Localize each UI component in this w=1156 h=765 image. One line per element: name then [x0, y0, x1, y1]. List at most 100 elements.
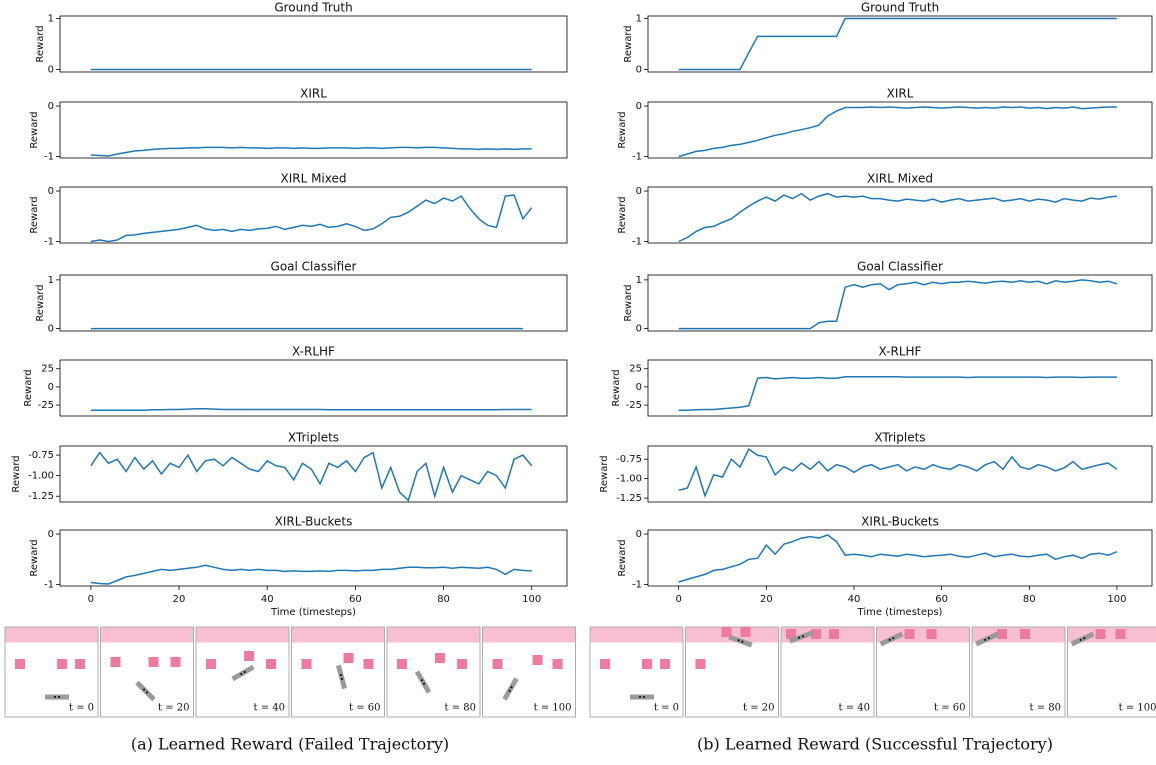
y-axis-label: Reward: [617, 196, 628, 233]
block: [302, 659, 312, 669]
y-tick-label: 0: [636, 186, 642, 197]
axes-frame: [648, 360, 1152, 416]
axes-frame: [648, 530, 1152, 586]
y-tick-label: -0.75: [616, 454, 642, 465]
frame: t = 40: [196, 627, 289, 717]
frame: t = 40: [781, 627, 874, 717]
agent-eye: [639, 696, 641, 698]
y-axis-label: Reward: [29, 196, 40, 233]
x-tick-label: 100: [1107, 594, 1126, 605]
chart-title: XIRL-Buckets: [861, 515, 939, 529]
block: [696, 659, 706, 669]
y-axis-label: Reward: [617, 539, 628, 576]
y-axis-label: Reward: [11, 455, 22, 492]
agent-eye: [58, 696, 60, 698]
y-tick-label: 0: [636, 101, 642, 112]
frame-label: t = 40: [254, 703, 285, 714]
chart-title: XIRL Mixed: [867, 172, 933, 186]
block: [1096, 629, 1106, 639]
block: [1020, 629, 1030, 639]
y-axis-label: Reward: [29, 539, 40, 576]
line: [679, 535, 1117, 582]
x-tick-label: 100: [522, 594, 541, 605]
y-tick-label: -0.75: [28, 450, 54, 461]
block: [553, 659, 563, 669]
block: [344, 653, 354, 663]
y-tick-label: 25: [629, 364, 642, 375]
x-axis-label: Time (timesteps): [857, 607, 943, 618]
y-axis-label: Reward: [23, 369, 34, 406]
line: [679, 19, 1117, 70]
y-axis-label: Reward: [29, 111, 40, 148]
axes-frame: [60, 360, 567, 416]
frame: t = 20: [101, 627, 194, 717]
caption: (b) Learned Reward (Successful Trajector…: [697, 735, 1053, 754]
x-tick-label: 20: [760, 594, 773, 605]
goal-zone: [388, 628, 480, 643]
block: [397, 659, 407, 669]
block: [206, 659, 216, 669]
block: [15, 659, 25, 669]
frame: t = 0: [5, 627, 98, 717]
x-tick-label: 40: [261, 594, 274, 605]
frame-label: t = 60: [349, 703, 380, 714]
y-axis-label: Reward: [599, 455, 610, 492]
y-axis-label: Reward: [611, 369, 622, 406]
chart-title: XTriplets: [288, 431, 339, 445]
y-axis-label: Reward: [617, 111, 628, 148]
agent: [45, 695, 69, 700]
x-axis-label: Time (timesteps): [270, 607, 356, 618]
chart-title: X-RLHF: [879, 345, 922, 359]
y-tick-label: -1.25: [28, 491, 54, 502]
axes-frame: [60, 16, 567, 72]
y-tick-label: 0: [48, 529, 54, 540]
axes-frame: [648, 275, 1152, 331]
block: [660, 659, 670, 669]
y-tick-label: -1: [632, 151, 642, 162]
chart-title: XIRL-Buckets: [275, 515, 353, 529]
y-tick-label: -1.00: [616, 474, 642, 485]
y-tick-label: 0: [636, 324, 642, 335]
chart-title: Ground Truth: [861, 1, 939, 15]
block: [741, 627, 751, 637]
axes-frame: [60, 275, 567, 331]
y-tick-label: 1: [636, 275, 642, 286]
y-tick-label: 0: [48, 324, 54, 335]
frame-label: t = 60: [934, 703, 965, 714]
line: [91, 409, 532, 411]
y-tick-label: -1: [44, 579, 54, 590]
line: [91, 565, 532, 584]
goal-zone: [101, 628, 193, 643]
figure: Ground Truth01RewardXIRL-10RewardXIRL Mi…: [0, 0, 1156, 765]
x-tick-label: 20: [173, 594, 186, 605]
block: [457, 659, 467, 669]
goal-zone: [483, 628, 575, 643]
agent-eye: [54, 696, 56, 698]
frame-label: t = 40: [839, 703, 870, 714]
frame: t = 100: [483, 627, 576, 717]
y-tick-label: 0: [48, 64, 54, 75]
block: [927, 629, 937, 639]
line: [91, 147, 532, 156]
y-axis-label: Reward: [623, 25, 634, 62]
chart-title: XIRL: [300, 87, 327, 101]
chart-title: Goal Classifier: [271, 260, 357, 274]
line: [679, 280, 1117, 329]
block: [57, 659, 67, 669]
goal-zone: [292, 628, 384, 643]
y-tick-label: 0: [48, 101, 54, 112]
line: [91, 195, 532, 241]
frame-label: t = 80: [445, 703, 476, 714]
axes-frame: [648, 16, 1152, 72]
line: [679, 377, 1117, 411]
y-tick-label: -1: [632, 579, 642, 590]
block: [1116, 629, 1126, 639]
chart-title: XTriplets: [874, 431, 925, 445]
y-axis-label: Reward: [35, 25, 46, 62]
agent-body: [630, 695, 654, 700]
frame-label: t = 80: [1030, 703, 1061, 714]
goal-zone: [591, 628, 683, 643]
y-tick-label: 25: [41, 364, 54, 375]
y-tick-label: -1.25: [616, 493, 642, 504]
line: [679, 194, 1117, 242]
